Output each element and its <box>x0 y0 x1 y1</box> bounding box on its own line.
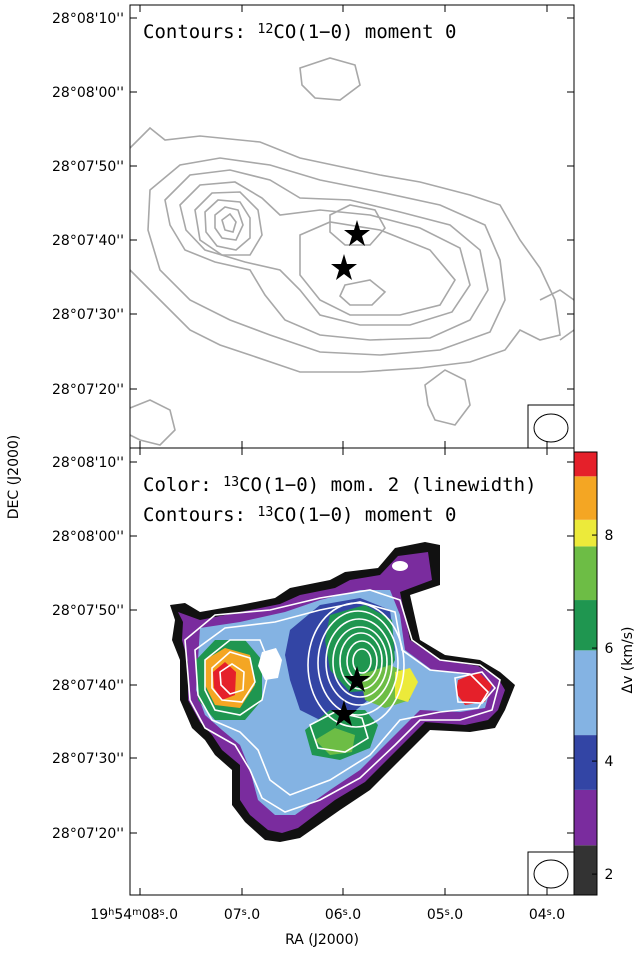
superscript: s <box>547 907 552 918</box>
superscript: s <box>445 907 450 918</box>
x-tick-label: 19h54m08s.0 <box>90 907 178 923</box>
colorbar-level <box>574 789 597 846</box>
colorbar-level <box>574 519 597 547</box>
text-run: 07 <box>224 907 242 923</box>
y-tick-label: 28°07'30'' <box>52 307 124 323</box>
colorbar-tick-label: 2 <box>605 867 614 883</box>
x-tick-label: 07s.0 <box>224 907 260 923</box>
y-tick-label: 28°08'10'' <box>52 11 124 27</box>
y-tick-label: 28°08'00'' <box>52 529 124 545</box>
colorbar-tick-label: 4 <box>605 754 614 770</box>
text-run: Contours: <box>143 504 257 526</box>
y-tick-label: 28°07'30'' <box>52 751 124 767</box>
bottom-annotation-1: Color: 13CO(1−0) mom. 2 (linewidth) <box>143 474 537 496</box>
text-run: Contours: <box>143 21 257 43</box>
colorbar-level <box>574 735 597 790</box>
co13-contours <box>184 589 501 813</box>
superscript: 12 <box>257 22 273 37</box>
colorbar-level <box>574 600 597 651</box>
text-run: .0 <box>165 907 178 923</box>
y-tick-label: 28°07'40'' <box>52 678 124 694</box>
x-tick-label: 06s.0 <box>325 907 361 923</box>
x-tick-label: 05s.0 <box>427 907 463 923</box>
text-run: CO(1−0) moment 0 <box>273 504 456 526</box>
superscript: s <box>242 907 247 918</box>
colorbar-level <box>574 650 597 736</box>
y-tick-label: 28°07'20'' <box>52 826 124 842</box>
text-run: .0 <box>247 907 260 923</box>
text-run: 19 <box>90 907 108 923</box>
superscript: 13 <box>223 475 239 490</box>
colorbar-frame <box>573 451 598 896</box>
colorbar-tick-label: 8 <box>605 528 614 544</box>
colorbar-level <box>574 476 597 520</box>
colorbar-tick-label: 6 <box>605 641 614 657</box>
superscript: h <box>108 907 114 918</box>
text-run: 54 <box>114 907 132 923</box>
superscript: m <box>132 907 142 918</box>
text-run: 05 <box>427 907 445 923</box>
colorbar-level <box>574 452 597 477</box>
text-run: Color: <box>143 474 223 496</box>
text-run: 08 <box>142 907 160 923</box>
colorbar-level <box>574 845 597 895</box>
beam-top <box>527 404 575 449</box>
text-run: .0 <box>348 907 361 923</box>
text-run: .0 <box>450 907 463 923</box>
y-tick-label: 28°07'40'' <box>52 233 124 249</box>
text-run: CO(1−0) moment 0 <box>273 21 456 43</box>
y-tick-label: 28°07'20'' <box>52 382 124 398</box>
colorbar-level <box>574 546 597 601</box>
x-axis-label: RA (J2000) <box>285 932 359 948</box>
stars-bottom <box>331 666 370 726</box>
text-run: 04 <box>529 907 547 923</box>
y-tick-label: 28°08'10'' <box>52 455 124 471</box>
top-annotation: Contours: 12CO(1−0) moment 0 <box>143 21 456 43</box>
text-run: .0 <box>552 907 565 923</box>
y-tick-label: 28°08'00'' <box>52 85 124 101</box>
bottom-annotation-2: Contours: 13CO(1−0) moment 0 <box>143 504 456 526</box>
co12-contours <box>129 57 575 446</box>
y-tick-label: 28°07'50'' <box>52 603 124 619</box>
superscript: s <box>343 907 348 918</box>
stars-top <box>331 220 370 280</box>
x-tick-label: 04s.0 <box>529 907 565 923</box>
colorbar-label: Δv (km/s) <box>620 627 636 694</box>
text-run: CO(1−0) mom. 2 (linewidth) <box>239 474 536 496</box>
y-axis-label: DEC (J2000) <box>6 435 22 520</box>
beam-bottom <box>527 851 575 896</box>
superscript: s <box>160 907 165 918</box>
superscript: 13 <box>257 505 273 520</box>
y-tick-label: 28°07'50'' <box>52 159 124 175</box>
text-run: 06 <box>325 907 343 923</box>
